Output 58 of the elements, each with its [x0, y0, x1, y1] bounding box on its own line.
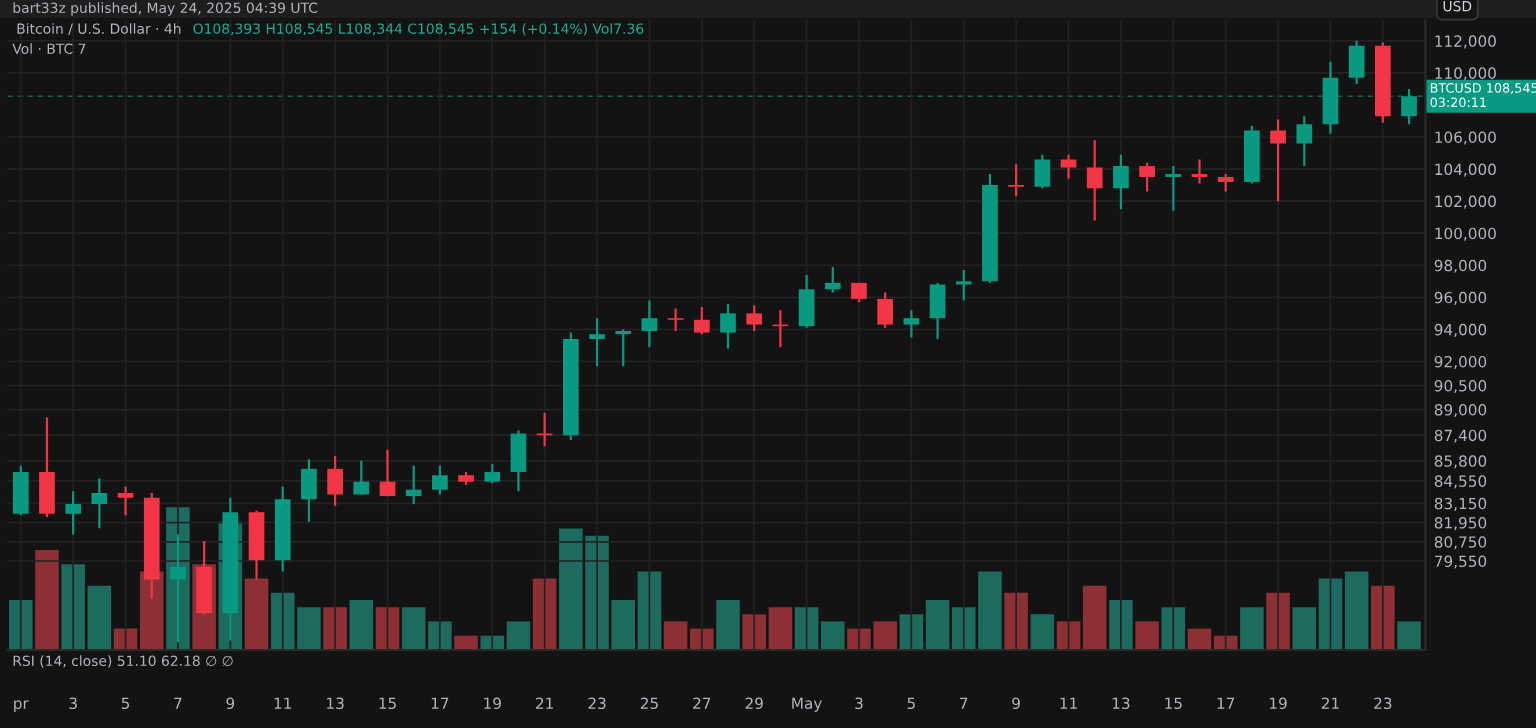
candlestick [955, 268, 972, 302]
bar [1109, 600, 1133, 650]
bar [1030, 614, 1055, 650]
bar [1135, 621, 1159, 650]
candlestick [405, 464, 422, 506]
bar [8, 600, 33, 650]
bar [375, 607, 400, 650]
candlestick [929, 281, 946, 341]
candlestick [1296, 115, 1313, 167]
candlestick [1034, 153, 1051, 190]
candlestick [1086, 139, 1103, 222]
candlestick [1401, 87, 1417, 126]
candlestick [1008, 163, 1024, 198]
bar [716, 600, 740, 650]
candlestick [432, 464, 448, 496]
candlestick [589, 317, 605, 368]
candlestick [379, 448, 396, 498]
candlestick [903, 309, 920, 339]
bar [532, 578, 557, 650]
bar [454, 635, 478, 650]
candlestick [301, 458, 317, 523]
candlestick [877, 291, 894, 329]
candlestick [510, 429, 527, 493]
candlestick [1270, 118, 1286, 203]
candlestick [1348, 39, 1365, 86]
bar [323, 607, 347, 650]
candlestick [746, 304, 763, 333]
bar [1240, 607, 1264, 650]
candlestick [693, 305, 710, 336]
bar [1397, 621, 1421, 650]
candlestick [1165, 164, 1182, 212]
bar [1004, 592, 1028, 650]
candlestick [641, 299, 658, 349]
candlestick [327, 454, 343, 507]
candlestick [1060, 153, 1077, 180]
candlestick [615, 328, 632, 368]
candlestick [1322, 60, 1339, 135]
candlestick [39, 416, 55, 519]
candlestick [117, 485, 134, 517]
bar [244, 578, 269, 650]
candlestick [1191, 158, 1208, 185]
candlestick [720, 302, 736, 350]
candlestick [353, 459, 370, 496]
bar [349, 600, 374, 650]
bar [1266, 592, 1290, 650]
bar [35, 550, 59, 650]
candlestick [12, 464, 29, 517]
bar [1371, 585, 1395, 650]
candlestick [1139, 161, 1155, 193]
candlestick [484, 462, 501, 485]
candlestick [667, 307, 684, 333]
candlestick [65, 490, 82, 536]
candlestick [91, 477, 108, 530]
candlestick [1113, 153, 1129, 211]
candlestick [824, 265, 841, 294]
candlestick [798, 273, 815, 329]
candlestick [170, 533, 186, 644]
candlestick [196, 539, 212, 616]
